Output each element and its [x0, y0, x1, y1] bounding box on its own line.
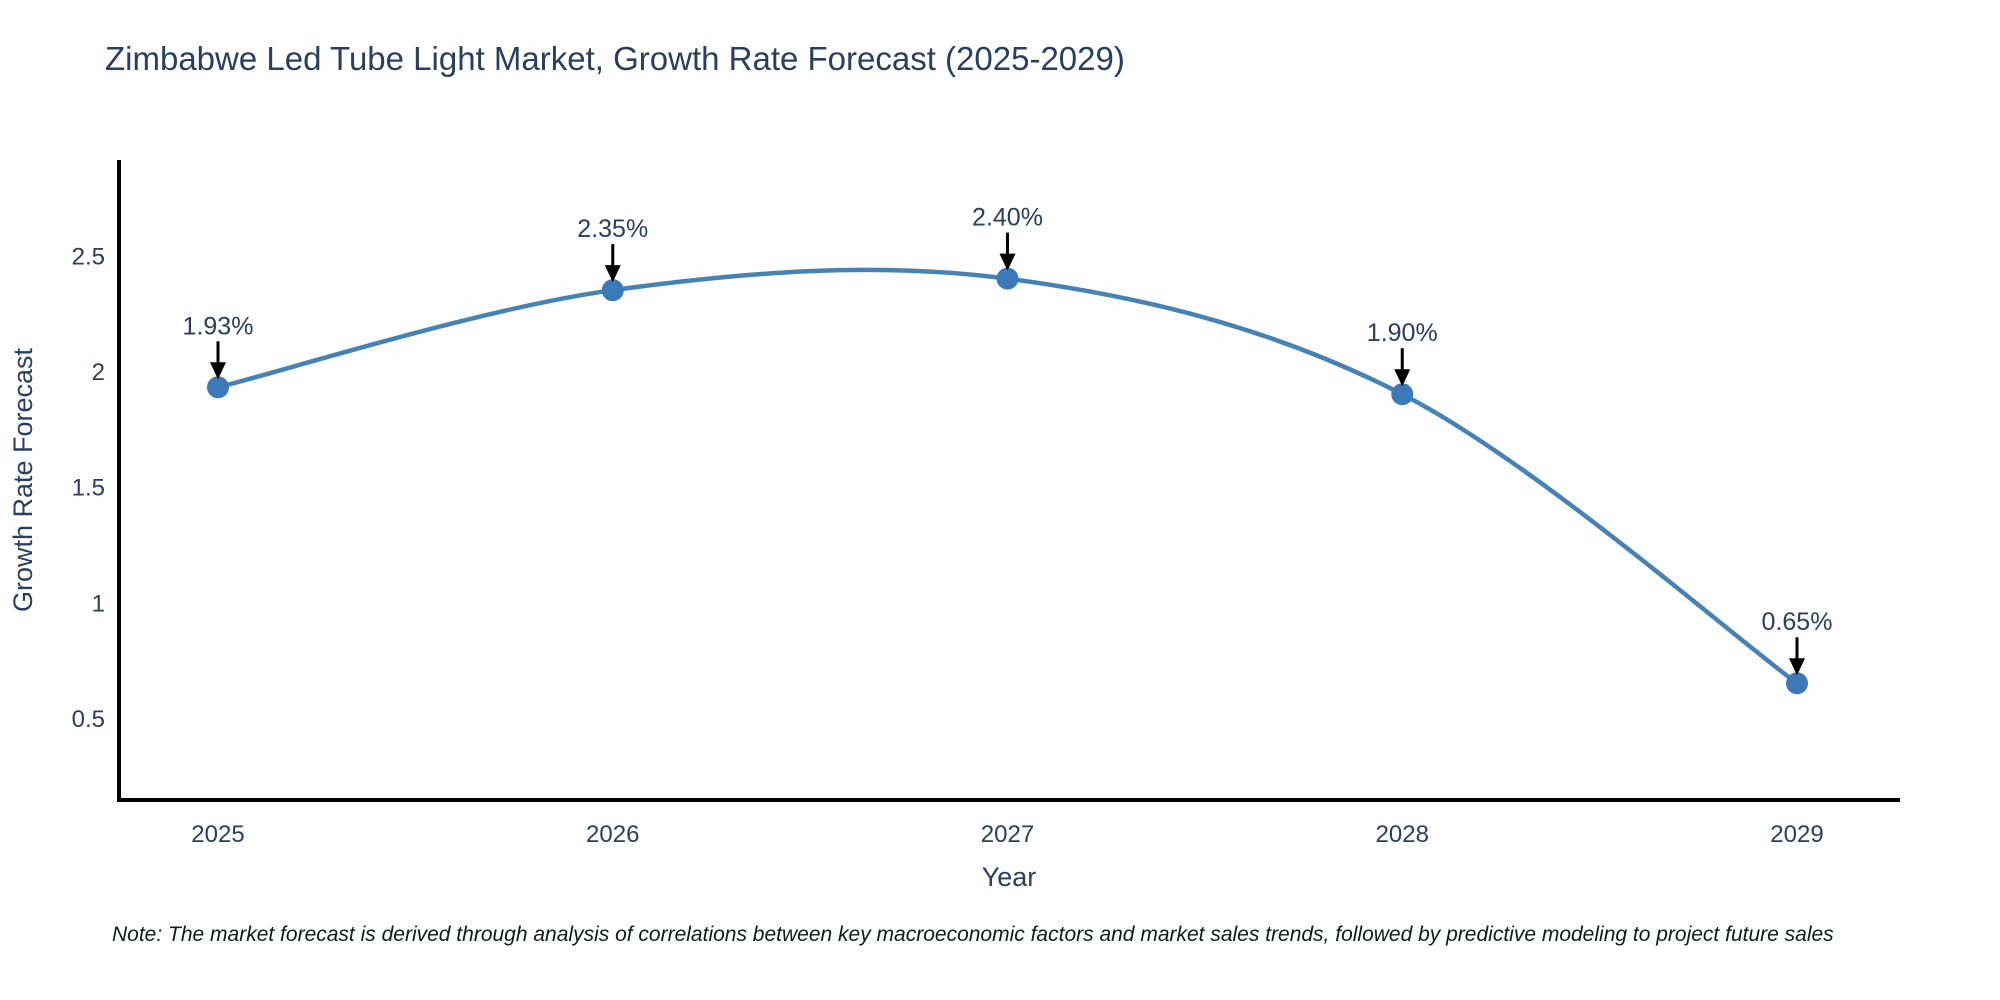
data-point-marker[interactable] [1786, 672, 1808, 695]
x-tick-label: 2026 [586, 821, 639, 848]
data-point-marker[interactable] [207, 376, 229, 399]
data-point-marker[interactable] [601, 279, 624, 302]
data-point-label: 2.35% [577, 215, 648, 243]
y-tick-label: 0.5 [72, 706, 105, 733]
y-tick-label: 2 [92, 359, 105, 386]
plot-area: 0.5 1 1.5 2 2.5 2025 2026 2027 2028 2029 1.93% 2.35… [72, 160, 1900, 848]
line-series-path [215, 267, 1800, 686]
y-tick-label: 1 [92, 590, 105, 617]
annotation-arrow-head [1394, 369, 1411, 387]
annotation-arrow-head [210, 362, 226, 380]
annotation-arrow-head [999, 253, 1016, 271]
y-axis-title: Growth Rate Forecast [8, 347, 38, 612]
annotation-arrow-head [1789, 658, 1805, 676]
y-tick-label: 1.5 [72, 475, 105, 502]
y-tick-label: 2.5 [72, 243, 105, 270]
x-tick-label: 2028 [1376, 821, 1429, 848]
chart-title: Zimbabwe Led Tube Light Market, Growth R… [105, 40, 1125, 77]
data-point-marker[interactable] [1391, 383, 1414, 406]
data-point-label: 2.40% [972, 204, 1043, 232]
data-point-label: 0.65% [1762, 608, 1833, 636]
x-tick-label: 2025 [191, 821, 244, 848]
annotation-arrow-head [604, 265, 621, 283]
data-point-label: 1.90% [1367, 319, 1438, 347]
x-tick-label: 2027 [981, 821, 1034, 848]
footnote: Note: The market forecast is derived thr… [112, 923, 1834, 946]
data-point-marker[interactable] [996, 267, 1019, 290]
data-point-label: 1.93% [183, 312, 254, 340]
x-tick-label: 2029 [1770, 821, 1823, 848]
x-axis-title: Year [982, 862, 1037, 892]
